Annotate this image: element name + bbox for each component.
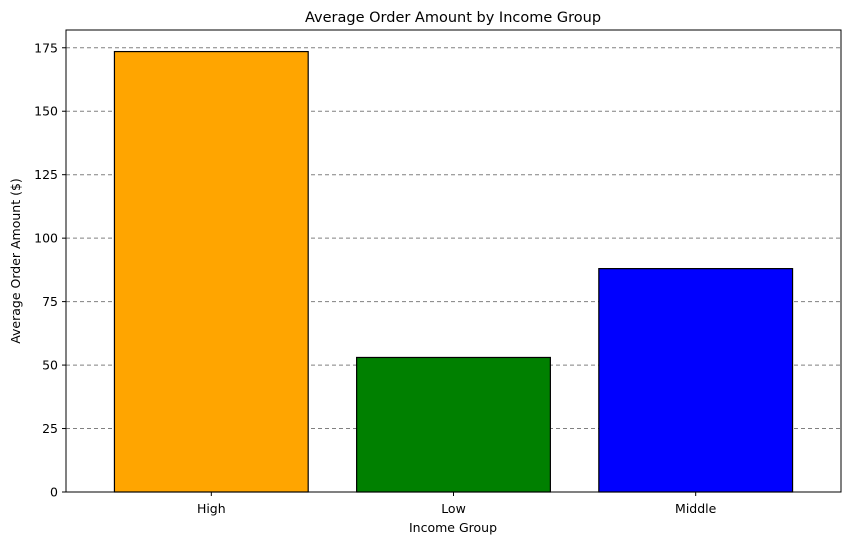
bar-middle xyxy=(598,268,794,493)
bars-group xyxy=(113,50,794,493)
y-tick-label: 25 xyxy=(42,421,58,436)
bar-low xyxy=(356,356,551,493)
y-tick-label: 75 xyxy=(42,294,58,309)
bar-high xyxy=(113,50,309,493)
x-axis-label: Income Group xyxy=(409,520,497,535)
x-tick-label: Low xyxy=(441,501,466,516)
y-axis-label: Average Order Amount ($) xyxy=(8,178,23,344)
y-tick-label: 50 xyxy=(42,358,58,373)
x-axis-ticks: High Low Middle xyxy=(197,492,717,516)
y-axis-ticks: 0 25 50 75 100 125 150 175 xyxy=(34,40,66,500)
x-tick-label: Middle xyxy=(675,501,717,516)
y-tick-label: 150 xyxy=(34,104,58,119)
chart-title: Average Order Amount by Income Group xyxy=(305,10,601,26)
y-tick-label: 0 xyxy=(50,485,58,500)
y-tick-label: 175 xyxy=(34,40,58,55)
y-tick-label: 100 xyxy=(34,231,58,246)
x-tick-label: High xyxy=(197,501,226,516)
y-tick-label: 125 xyxy=(34,167,58,182)
